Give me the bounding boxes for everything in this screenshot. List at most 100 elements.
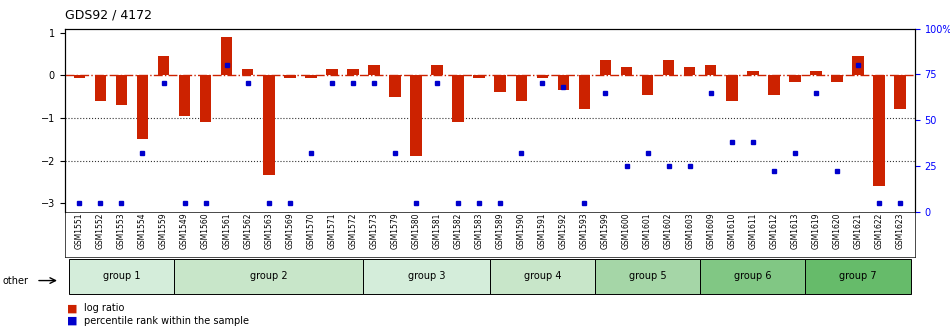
- Bar: [894, 75, 906, 110]
- Text: GSM1552: GSM1552: [96, 213, 104, 249]
- Text: GSM1600: GSM1600: [622, 213, 631, 249]
- Bar: [684, 67, 695, 75]
- Bar: [705, 65, 716, 75]
- Bar: [242, 69, 254, 75]
- Bar: [852, 56, 864, 75]
- Bar: [516, 75, 527, 101]
- Text: other: other: [3, 276, 28, 286]
- Text: GSM1559: GSM1559: [159, 213, 168, 249]
- Text: GSM1612: GSM1612: [770, 213, 778, 249]
- Text: GDS92 / 4172: GDS92 / 4172: [65, 8, 152, 22]
- Bar: [369, 65, 380, 75]
- Bar: [579, 75, 590, 110]
- Bar: [390, 75, 401, 97]
- Text: GSM1571: GSM1571: [328, 213, 336, 249]
- Text: GSM1562: GSM1562: [243, 213, 252, 249]
- Text: GSM1551: GSM1551: [75, 213, 84, 249]
- Bar: [642, 75, 654, 94]
- Text: GSM1602: GSM1602: [664, 213, 674, 249]
- Bar: [726, 75, 737, 101]
- Bar: [95, 75, 106, 101]
- Bar: [174, 259, 364, 294]
- Text: GSM1581: GSM1581: [432, 213, 442, 249]
- Text: group 6: group 6: [734, 271, 771, 281]
- Text: GSM1560: GSM1560: [201, 213, 210, 249]
- Bar: [431, 65, 443, 75]
- Text: GSM1591: GSM1591: [538, 213, 547, 249]
- Text: GSM1549: GSM1549: [180, 213, 189, 249]
- Text: log ratio: log ratio: [84, 303, 124, 313]
- Bar: [326, 69, 337, 75]
- Text: GSM1583: GSM1583: [475, 213, 484, 249]
- Text: GSM1621: GSM1621: [853, 213, 863, 249]
- Text: GSM1610: GSM1610: [728, 213, 736, 249]
- Bar: [558, 75, 569, 90]
- Text: GSM1623: GSM1623: [896, 213, 904, 249]
- Text: GSM1601: GSM1601: [643, 213, 652, 249]
- Text: GSM1613: GSM1613: [790, 213, 799, 249]
- Text: group 5: group 5: [629, 271, 666, 281]
- Bar: [620, 67, 633, 75]
- Bar: [220, 37, 233, 75]
- Bar: [663, 60, 674, 75]
- Text: GSM1570: GSM1570: [306, 213, 315, 249]
- Bar: [489, 259, 595, 294]
- Bar: [789, 75, 801, 82]
- Text: GSM1603: GSM1603: [685, 213, 694, 249]
- Text: GSM1579: GSM1579: [390, 213, 400, 249]
- Bar: [68, 259, 174, 294]
- Bar: [452, 75, 464, 122]
- Text: GSM1573: GSM1573: [370, 213, 378, 249]
- Bar: [810, 71, 822, 75]
- Bar: [137, 75, 148, 139]
- Bar: [158, 56, 169, 75]
- Bar: [284, 75, 295, 78]
- Bar: [700, 259, 806, 294]
- Bar: [73, 75, 86, 78]
- Bar: [473, 75, 485, 78]
- Bar: [595, 259, 700, 294]
- Bar: [768, 75, 780, 94]
- Bar: [347, 69, 359, 75]
- Text: GSM1599: GSM1599: [601, 213, 610, 249]
- Text: ■: ■: [66, 316, 77, 326]
- Text: GSM1620: GSM1620: [832, 213, 842, 249]
- Bar: [364, 259, 489, 294]
- Bar: [494, 75, 506, 92]
- Text: GSM1563: GSM1563: [264, 213, 274, 249]
- Bar: [537, 75, 548, 78]
- Text: ■: ■: [66, 303, 77, 313]
- Bar: [410, 75, 422, 156]
- Text: group 7: group 7: [839, 271, 877, 281]
- Bar: [831, 75, 843, 82]
- Text: GSM1592: GSM1592: [559, 213, 568, 249]
- Text: GSM1572: GSM1572: [349, 213, 357, 249]
- Text: GSM1622: GSM1622: [875, 213, 884, 249]
- Text: group 1: group 1: [103, 271, 141, 281]
- Text: GSM1619: GSM1619: [811, 213, 821, 249]
- Bar: [305, 75, 316, 78]
- Text: GSM1580: GSM1580: [411, 213, 421, 249]
- Text: GSM1593: GSM1593: [580, 213, 589, 249]
- Text: GSM1569: GSM1569: [285, 213, 294, 249]
- Bar: [873, 75, 884, 186]
- Bar: [116, 75, 127, 105]
- Text: group 2: group 2: [250, 271, 288, 281]
- Bar: [747, 71, 759, 75]
- Text: GSM1609: GSM1609: [706, 213, 715, 249]
- Bar: [179, 75, 190, 116]
- Bar: [263, 75, 275, 175]
- Text: GSM1590: GSM1590: [517, 213, 525, 249]
- Text: GSM1553: GSM1553: [117, 213, 126, 249]
- Text: group 4: group 4: [523, 271, 561, 281]
- Bar: [200, 75, 212, 122]
- Text: GSM1554: GSM1554: [138, 213, 147, 249]
- Text: group 3: group 3: [408, 271, 446, 281]
- Bar: [599, 60, 611, 75]
- Text: percentile rank within the sample: percentile rank within the sample: [84, 316, 249, 326]
- Bar: [806, 259, 911, 294]
- Text: GSM1582: GSM1582: [454, 213, 463, 249]
- Text: GSM1589: GSM1589: [496, 213, 504, 249]
- Text: GSM1611: GSM1611: [749, 213, 757, 249]
- Text: GSM1561: GSM1561: [222, 213, 231, 249]
